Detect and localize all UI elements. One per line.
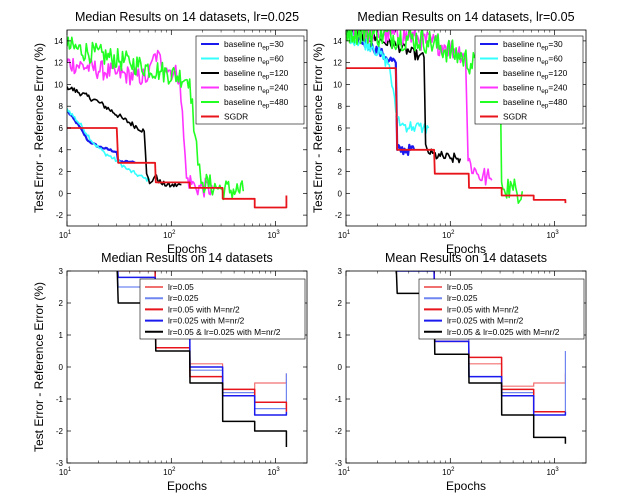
legend-entry: baseline nep=120 bbox=[503, 68, 568, 81]
legend-box bbox=[474, 35, 584, 125]
legend-entry: lr=0.05 bbox=[447, 282, 473, 292]
x-tick-label: 101 bbox=[59, 230, 72, 240]
y-tick-label: 4 bbox=[338, 146, 343, 155]
legend-entry: baseline nep=30 bbox=[224, 39, 284, 52]
x-tick-label: 102 bbox=[163, 230, 176, 240]
y-tick-label: 4 bbox=[59, 146, 64, 155]
y-tick-label: 8 bbox=[59, 102, 64, 111]
legend-entry: SGDR bbox=[224, 112, 248, 122]
legend-entry: lr=0.025 with M=nr/2 bbox=[168, 316, 245, 326]
chart-panel-4: Mean Results on 14 datasets -3 -2 -1 0 1 2 3 101… bbox=[335, 251, 587, 493]
series-group bbox=[395, 271, 567, 444]
y-axis-label: Test Error - Reference Error (%) bbox=[32, 43, 46, 213]
y-tick-label: 0 bbox=[59, 189, 64, 198]
legend-entry: lr=0.025 bbox=[447, 293, 478, 303]
series-line-5 bbox=[395, 271, 567, 444]
legend-entry: lr=0.025 with M=nr/2 bbox=[447, 316, 524, 326]
y-tick-label: 2 bbox=[338, 168, 343, 177]
x-axis-label: Epochs bbox=[167, 242, 207, 256]
y-tick-label: -2 bbox=[335, 427, 343, 436]
legend-entry: baseline nep=480 bbox=[503, 97, 568, 110]
y-axis-label: Test Error - Reference Error (%) bbox=[32, 282, 46, 452]
y-tick-label: -2 bbox=[335, 211, 343, 220]
legend-entry: lr=0.05 with M=nr/2 bbox=[447, 304, 519, 314]
series-group bbox=[67, 36, 288, 209]
x-axis-label: Epochs bbox=[446, 479, 486, 493]
y-tick-label: -1 bbox=[56, 395, 64, 404]
y-tick-label: 6 bbox=[338, 124, 343, 133]
x-tick-label: 102 bbox=[442, 467, 455, 477]
x-tick-label: 101 bbox=[338, 230, 351, 240]
x-axis-label: Epochs bbox=[446, 242, 486, 256]
y-tick-label: 10 bbox=[333, 80, 342, 89]
y-tick-label: 14 bbox=[333, 37, 342, 46]
x-axis-label: Epochs bbox=[167, 479, 207, 493]
chart-title: Median Results on 14 datasets bbox=[101, 251, 273, 265]
y-tick-label: 2 bbox=[338, 299, 343, 308]
x-tick-label: 103 bbox=[267, 230, 280, 240]
y-tick-label: 1 bbox=[338, 331, 343, 340]
y-tick-label: 0 bbox=[338, 189, 343, 198]
series-line-5 bbox=[116, 271, 288, 447]
y-tick-label: 6 bbox=[59, 124, 64, 133]
y-tick-label: -2 bbox=[56, 211, 64, 220]
y-tick-label: 12 bbox=[54, 59, 63, 68]
y-tick-label: -3 bbox=[56, 459, 64, 468]
legend-entry: lr=0.05 with M=nr/2 bbox=[168, 304, 240, 314]
y-tick-label: 14 bbox=[54, 37, 63, 46]
y-tick-label: -1 bbox=[335, 395, 343, 404]
legend-entry: baseline nep=60 bbox=[503, 54, 563, 67]
legend-entry: lr=0.025 bbox=[168, 293, 199, 303]
chart-title: Mean Results on 14 datasets bbox=[385, 251, 547, 265]
y-tick-label: 0 bbox=[59, 363, 64, 372]
y-tick-label: 3 bbox=[59, 267, 64, 276]
legend-box bbox=[418, 278, 585, 340]
legend-entry: baseline nep=480 bbox=[224, 97, 289, 110]
chart-title: Median Results on 14 datasets, lr=0.025 bbox=[75, 10, 299, 24]
series-line-6 bbox=[346, 67, 567, 204]
y-tick-label: -2 bbox=[56, 427, 64, 436]
y-tick-label: 10 bbox=[54, 80, 63, 89]
y-tick-label: 12 bbox=[333, 59, 342, 68]
legend-entry: lr=0.05 & lr=0.025 with M=nr/2 bbox=[168, 327, 281, 337]
series-line-2 bbox=[346, 31, 430, 134]
legend-entry: SGDR bbox=[503, 112, 527, 122]
y-tick-label: 8 bbox=[338, 102, 343, 111]
legend-entry: baseline nep=240 bbox=[224, 83, 289, 96]
y-tick-label: 2 bbox=[59, 299, 64, 308]
legend-entry: baseline nep=240 bbox=[503, 83, 568, 96]
chart-panel-3: Median Results on 14 datasets -3 -2 -1 0 1 2 3 1… bbox=[32, 251, 308, 493]
x-tick-label: 102 bbox=[442, 230, 455, 240]
y-tick-label: -3 bbox=[335, 459, 343, 468]
legend-entry: baseline nep=120 bbox=[224, 68, 289, 81]
chart-panel-2: Median Results on 14 datasets, lr=0.05 -2… bbox=[311, 10, 587, 256]
legend-entry: lr=0.05 bbox=[168, 282, 194, 292]
x-tick-label: 101 bbox=[59, 467, 72, 477]
legend-entry: baseline nep=60 bbox=[224, 54, 284, 67]
series-line-2 bbox=[67, 108, 151, 182]
x-tick-label: 101 bbox=[338, 467, 351, 477]
chart-title: Median Results on 14 datasets, lr=0.05 bbox=[357, 10, 574, 24]
x-tick-label: 103 bbox=[267, 467, 280, 477]
y-tick-label: 3 bbox=[338, 267, 343, 276]
y-tick-label: 0 bbox=[338, 363, 343, 372]
legend-box bbox=[139, 278, 306, 340]
chart-panel-1: Median Results on 14 datasets, lr=0.025 -… bbox=[32, 10, 308, 256]
y-axis-label: Test Error - Reference Error (%) bbox=[311, 43, 325, 213]
series-line-3 bbox=[67, 86, 182, 188]
legend-box bbox=[195, 35, 305, 125]
x-tick-label: 103 bbox=[546, 467, 559, 477]
legend-entry: baseline nep=30 bbox=[503, 39, 563, 52]
y-tick-label: 2 bbox=[59, 168, 64, 177]
x-tick-label: 103 bbox=[546, 230, 559, 240]
series-line-6 bbox=[67, 127, 288, 209]
y-tick-label: 1 bbox=[59, 331, 64, 340]
x-tick-label: 102 bbox=[163, 467, 176, 477]
legend-entry: lr=0.05 & lr=0.025 with M=nr/2 bbox=[447, 327, 560, 337]
